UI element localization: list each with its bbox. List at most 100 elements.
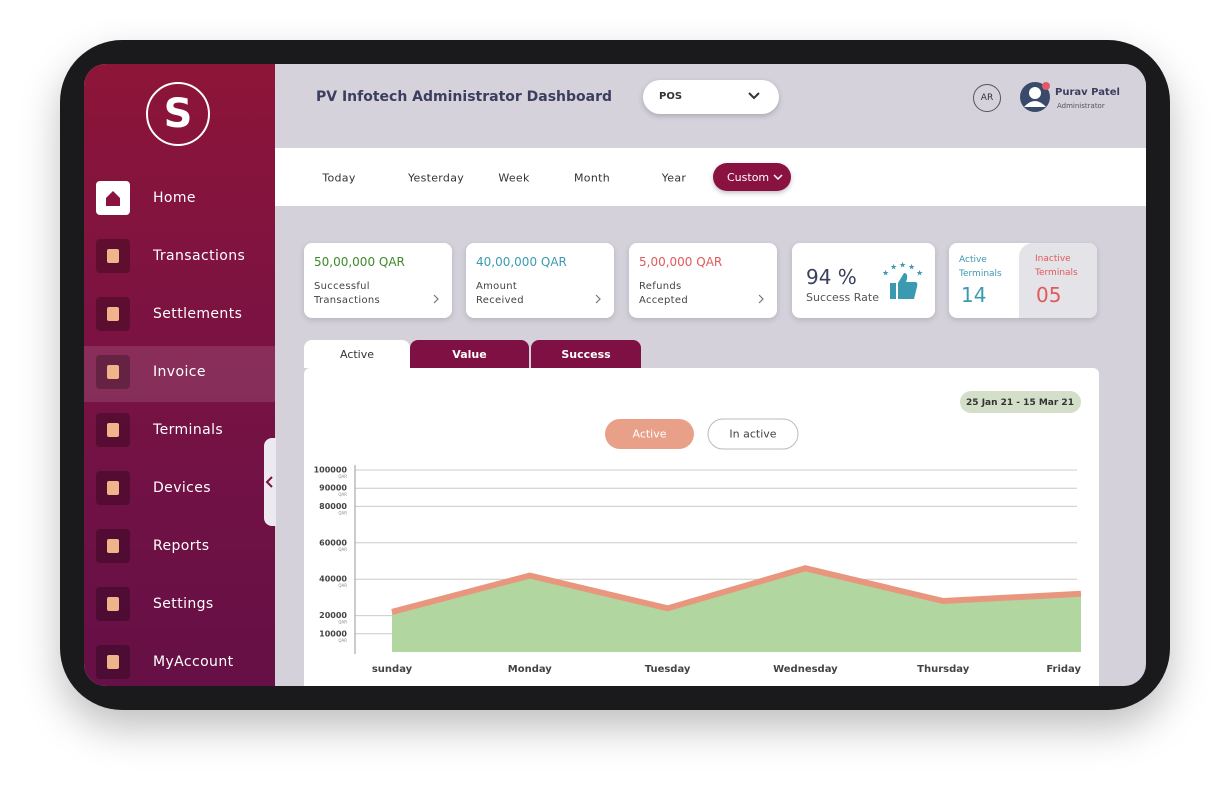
logo: S: [146, 82, 210, 146]
y-tick-label: 100000: [314, 466, 348, 475]
inactive-terminals-count: 05: [1036, 283, 1062, 307]
svg-text:★: ★: [908, 263, 915, 272]
custom-text: Custom: [727, 171, 770, 184]
y-tick-label: 40000: [319, 575, 347, 584]
menu-item[interactable]: Transactions: [153, 248, 246, 264]
card-arrow: [433, 294, 439, 304]
x-tick-label: Wednesday: [773, 664, 838, 675]
custom-filter[interactable]: Custom: [713, 163, 791, 191]
logo-text: S: [163, 91, 193, 137]
collapse-tab[interactable]: [264, 438, 276, 526]
y-unit-label: QAR: [338, 638, 347, 643]
card-label: Refunds Accepted: [639, 281, 688, 306]
filter-option[interactable]: Month: [574, 171, 610, 185]
language-button[interactable]: AR: [973, 84, 1001, 112]
toggle-button[interactable]: [707, 418, 799, 450]
menu-icon[interactable]: [96, 239, 130, 273]
y-unit-label: QAR: [338, 583, 347, 588]
chart-tab[interactable]: Value: [410, 340, 529, 368]
avatar[interactable]: [1019, 81, 1051, 113]
y-unit-label: QAR: [338, 474, 347, 479]
chart-tab[interactable]: Active: [304, 340, 410, 368]
menu-icon[interactable]: [96, 181, 130, 215]
dropdown-text: POS: [659, 91, 683, 102]
y-unit-label: QAR: [338, 547, 347, 552]
menu-icon[interactable]: [96, 413, 130, 447]
active-terminals-label: Active Terminals: [959, 255, 1002, 279]
success-rate-card: 94 % Success Rate ★ ★ ★ ★ ★: [792, 243, 935, 318]
active-terminals-count: 14: [961, 283, 987, 307]
chart-tab[interactable]: Success: [531, 340, 641, 368]
collapse-icon: [265, 476, 273, 488]
pos-dropdown[interactable]: POS: [643, 80, 779, 114]
card-amount: 50,00,000 QAR: [314, 255, 405, 269]
area-line: [391, 565, 1082, 615]
success-rate-label: Success Rate: [806, 291, 879, 304]
date-range-badge: [960, 391, 1081, 413]
filter-bar: [275, 148, 1146, 206]
card-amount: 40,00,000 QAR: [476, 255, 567, 269]
x-tick-label: Tuesday: [645, 664, 691, 675]
icon-glyph: [107, 539, 119, 553]
y-unit-label: QAR: [338, 510, 347, 515]
icon-glyph: [107, 481, 119, 495]
custom-arrow: [773, 174, 783, 181]
filter-option[interactable]: Yesterday: [407, 171, 465, 185]
x-tick-label: sunday: [372, 664, 413, 675]
summary-card[interactable]: 50,00,000 QAR Successful Transactions: [304, 243, 452, 318]
toggle-button[interactable]: [605, 419, 694, 449]
menu-icon[interactable]: [96, 297, 130, 331]
icon-glyph: [107, 249, 119, 263]
icon-glyph: [107, 597, 119, 611]
menu-item[interactable]: Home: [153, 190, 196, 206]
card-arrow: [595, 294, 601, 304]
toggle-label: Active: [632, 428, 666, 441]
y-tick-label: 10000: [319, 629, 347, 638]
svg-text:★: ★: [899, 261, 906, 270]
icon-glyph: [106, 191, 120, 206]
y-unit-label: QAR: [338, 620, 347, 625]
screen: S Home Transactions Settlements Invoice Term…: [84, 64, 1146, 686]
menu-item[interactable]: MyAccount: [153, 654, 234, 670]
filter-option[interactable]: Week: [498, 171, 530, 185]
x-tick-label: Friday: [1046, 664, 1081, 675]
y-tick-label: 90000: [319, 484, 347, 493]
chart: 25 Jan 21 - 15 Mar 21 Active In active 100…: [304, 368, 1099, 686]
card-arrow: [758, 294, 764, 304]
y-tick-label: 20000: [319, 611, 347, 620]
menu-icon[interactable]: [96, 355, 130, 389]
menu-item[interactable]: Invoice: [153, 364, 206, 380]
x-tick-label: Thursday: [917, 664, 970, 675]
sidebar: S Home Transactions Settlements Invoice Term…: [84, 64, 275, 686]
icon-glyph: [107, 307, 119, 321]
tab-label: Active: [339, 348, 375, 361]
tab-label: Value: [452, 348, 487, 361]
menu-item[interactable]: Settlements: [153, 306, 243, 322]
card-amount: 5,00,000 QAR: [639, 255, 723, 269]
filter-option[interactable]: Today: [322, 171, 356, 185]
menu-icon[interactable]: [96, 471, 130, 505]
header-title: PV Infotech Administrator Dashboard: [316, 89, 613, 105]
menu-icon[interactable]: [96, 587, 130, 621]
card-label: Successful Transactions: [314, 281, 381, 306]
y-tick-label: 80000: [319, 502, 347, 511]
menu-item[interactable]: Terminals: [153, 422, 224, 438]
menu-item[interactable]: Settings: [153, 596, 214, 612]
menu-item[interactable]: Devices: [153, 480, 211, 496]
filter-option[interactable]: Year: [661, 171, 687, 185]
success-rate-value: 94 %: [806, 265, 857, 289]
terminals-card: Active Terminals 14 Inactive Terminals 0…: [949, 243, 1097, 318]
icon-glyph: [107, 423, 119, 437]
user-role: Administrator: [1057, 102, 1105, 110]
svg-text:★: ★: [916, 269, 923, 278]
svg-text:★: ★: [882, 269, 889, 278]
inactive-terminals-label: Inactive Terminals: [1035, 254, 1078, 278]
menu-icon[interactable]: [96, 645, 130, 679]
summary-card[interactable]: 40,00,000 QAR Amount Received: [466, 243, 614, 318]
user-name: Purav Patel: [1055, 87, 1120, 98]
menu-icon[interactable]: [96, 529, 130, 563]
y-tick-label: 60000: [319, 538, 347, 547]
menu-item[interactable]: Reports: [153, 538, 210, 554]
summary-card[interactable]: 5,00,000 QAR Refunds Accepted: [629, 243, 777, 318]
icon-glyph: [107, 365, 119, 379]
